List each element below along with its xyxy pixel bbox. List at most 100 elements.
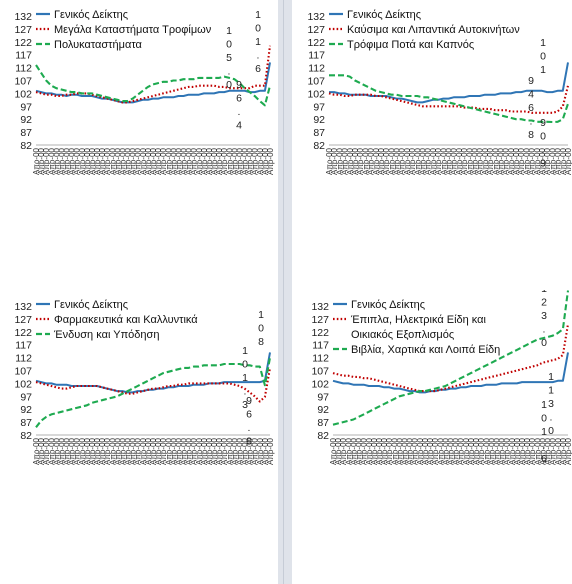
panel-divider	[278, 0, 292, 584]
x-tick-label: Απρ-00	[256, 437, 265, 465]
x-tick-label: Απρ-00	[518, 437, 527, 465]
x-tick-label: Απρ-00	[185, 147, 194, 175]
x-tick-label: Απρ-00	[421, 437, 430, 465]
x-tick-labels: Απρ-00Απρ-00Απρ-00Απρ-00Απρ-00Απρ-00Απρ-…	[32, 147, 275, 175]
y-tick-label-9: 127	[307, 24, 325, 36]
x-tick-label: Απρ-00	[455, 147, 464, 175]
data-label-char: 4	[236, 120, 242, 132]
x-tick-label: Απρ-00	[180, 437, 189, 465]
data-label-char: 0	[541, 337, 547, 349]
data-label-char: 0	[226, 39, 232, 51]
x-tick-label: Απρ-00	[395, 437, 404, 465]
x-tick-label: Απρ-00	[416, 437, 425, 465]
chart-general-vs-furniture-books: 82879297102107112117122127132Απρ-00Απρ-0…	[311, 290, 572, 465]
data-label-0: 1 08	[258, 309, 264, 348]
series-line-0	[35, 62, 271, 104]
y-tick-label-9: 127	[14, 24, 32, 36]
x-tick-label: Απρ-00	[261, 437, 270, 465]
legend-label-1: Μεγάλα Καταστήματα Τροφίμων	[54, 24, 212, 36]
x-tick-label: Απρ-00	[487, 437, 496, 465]
x-tick-label: Απρ-00	[103, 147, 112, 175]
x-tick-label: Απρ-00	[164, 437, 173, 465]
y-tick-label-9: 127	[14, 314, 32, 326]
x-tick-label: Απρ-00	[180, 147, 189, 175]
chart-panel-bottom-right: 82 87 92 97 102 107 112 117 122 127 132 Απρ-00 Απρ-0…	[293, 290, 572, 584]
data-label-2: 101.6	[541, 399, 547, 465]
x-tick-label: Απρ-00	[419, 147, 428, 175]
x-tick-label: Απρ-00	[251, 147, 260, 175]
legend-label-0: Γενικός Δείκτης	[347, 9, 421, 21]
x-tick-label: Απρ-00	[159, 147, 168, 175]
x-tick-label: Απρ-00	[522, 147, 531, 175]
x-tick-label: Απρ-00	[235, 147, 244, 175]
x-tick-label: Απρ-00	[195, 147, 204, 175]
x-tick-label: Απρ-00	[190, 147, 199, 175]
series-line-0	[35, 352, 271, 394]
y-tick-label-4: 102	[311, 378, 329, 390]
x-tick-label: Απρ-00	[52, 147, 61, 175]
data-label-char: .	[238, 106, 241, 118]
x-tick-label: Απρ-00	[462, 437, 471, 465]
x-tick-label: Απρ-00	[548, 147, 557, 175]
data-label-char: 0	[226, 79, 232, 91]
legend-label-1: Καύσιμα και Λιπαντικά Αυτοκινήτων	[347, 24, 520, 36]
y-tick-label-3: 97	[20, 101, 32, 113]
x-tick-label: Απρ-00	[139, 437, 148, 465]
data-label-char: .	[244, 386, 247, 398]
y-tick-label-8: 122	[14, 327, 32, 339]
data-label-char: 9	[540, 158, 546, 170]
x-tick-label: Απρ-00	[408, 147, 417, 175]
x-tick-label: Απρ-00	[256, 147, 265, 175]
data-label-char: .	[228, 66, 231, 78]
chart-panel-top-left: 82 87 92 97 102 107 112 117 122 127 132 Απρ-00 Απρ-0…	[0, 0, 276, 280]
x-tick-label: Απρ-00	[472, 437, 481, 465]
x-tick-label: Απρ-00	[564, 147, 572, 175]
x-tick-label: Απρ-00	[73, 147, 82, 175]
data-label-1: 113.0	[548, 371, 554, 437]
x-tick-label: Απρ-00	[159, 437, 168, 465]
x-tick-label: Απρ-00	[450, 147, 459, 175]
x-tick-label: Απρ-00	[210, 147, 219, 175]
series-line-1	[35, 45, 272, 104]
data-label-char: 1	[258, 309, 264, 321]
x-tick-label: Απρ-00	[377, 147, 386, 175]
y-tick-label-7: 117	[308, 50, 325, 62]
y-tick-label-2: 92	[313, 114, 325, 126]
data-label-char: 8	[258, 336, 264, 348]
x-tick-label: Απρ-00	[431, 437, 440, 465]
x-tick-label: Απρ-00	[134, 437, 143, 465]
legend-label-0: Γενικός Δείκτης	[54, 9, 128, 21]
x-tick-label: Απρ-00	[78, 437, 87, 465]
data-label-char: 1	[540, 37, 546, 49]
x-tick-label: Απρ-00	[266, 147, 275, 175]
y-tick-label-6: 112	[15, 63, 32, 75]
x-tick-label: Απρ-00	[413, 147, 422, 175]
x-tick-label: Απρ-00	[93, 147, 102, 175]
x-tick-label: Απρ-00	[215, 437, 224, 465]
x-tick-label: Απρ-00	[220, 147, 229, 175]
x-tick-label: Απρ-00	[452, 437, 461, 465]
x-tick-label: Απρ-00	[210, 437, 219, 465]
y-tick-label-1: 87	[20, 417, 32, 429]
y-tick-label-10: 132	[307, 11, 325, 23]
x-tick-label: Απρ-00	[380, 437, 389, 465]
x-tick-label: Απρ-00	[144, 147, 153, 175]
x-tick-label: Απρ-00	[496, 147, 505, 175]
x-tick-label: Απρ-00	[411, 437, 420, 465]
x-tick-label: Απρ-00	[47, 147, 56, 175]
x-tick-label: Απρ-00	[225, 437, 234, 465]
x-tick-label: Απρ-00	[57, 147, 66, 175]
x-tick-label: Απρ-00	[144, 437, 153, 465]
y-tick-label-7: 117	[312, 340, 329, 352]
x-tick-label: Απρ-00	[549, 437, 558, 465]
x-tick-label: Απρ-00	[329, 437, 338, 465]
x-tick-label: Απρ-00	[47, 437, 56, 465]
y-tick-label-9: 127	[311, 314, 329, 326]
x-tick-label: Απρ-00	[390, 437, 399, 465]
y-tick-label-5: 107	[14, 366, 32, 378]
x-tick-label: Απρ-00	[129, 147, 138, 175]
y-tick-label-6: 112	[308, 63, 325, 75]
x-tick-label: Απρ-00	[498, 437, 507, 465]
x-tick-label: Απρ-00	[42, 147, 51, 175]
x-tick-label: Απρ-00	[517, 147, 526, 175]
